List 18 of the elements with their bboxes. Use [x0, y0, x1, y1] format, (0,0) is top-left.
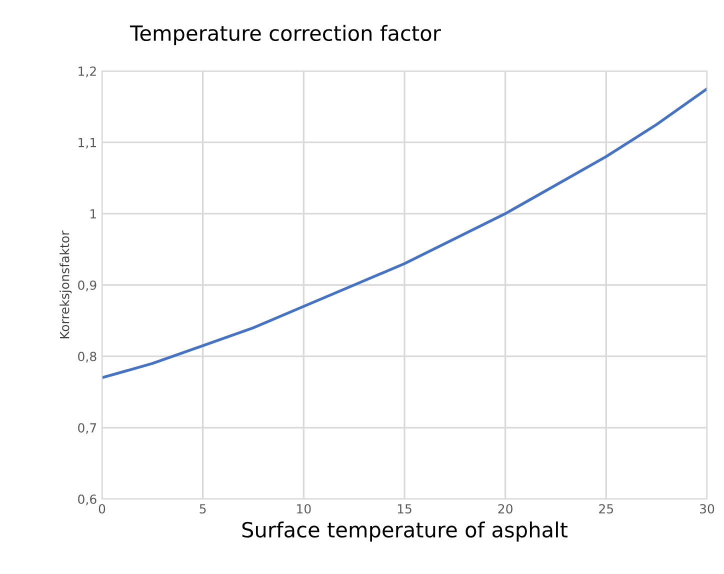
x-tick-label: 10 [297, 504, 311, 514]
line-series [102, 87, 707, 380]
x-axis-title: Surface temperature of asphalt [242, 522, 568, 542]
y-tick-label: 0,9 [78, 280, 96, 292]
y-tick-label: 1 [90, 209, 96, 218]
chart-title: Temperature correction factor [130, 24, 441, 46]
y-tick-label: 0,8 [78, 352, 96, 363]
x-tick-label: 30 [700, 504, 714, 514]
y-tick-label: 1,2 [78, 66, 96, 78]
x-tick-label: 20 [498, 504, 512, 514]
x-tick-label: 5 [200, 504, 206, 514]
y-tick-label: 0,7 [78, 423, 96, 434]
y-tick-label: 1,1 [78, 138, 96, 149]
y-axis-title: Korreksjonsfaktor [60, 230, 72, 338]
x-tick-label: 25 [599, 504, 614, 514]
x-tick-label: 0 [98, 504, 106, 514]
y-tick-label: 0,6 [78, 494, 96, 506]
x-tick-label: 15 [398, 504, 412, 514]
